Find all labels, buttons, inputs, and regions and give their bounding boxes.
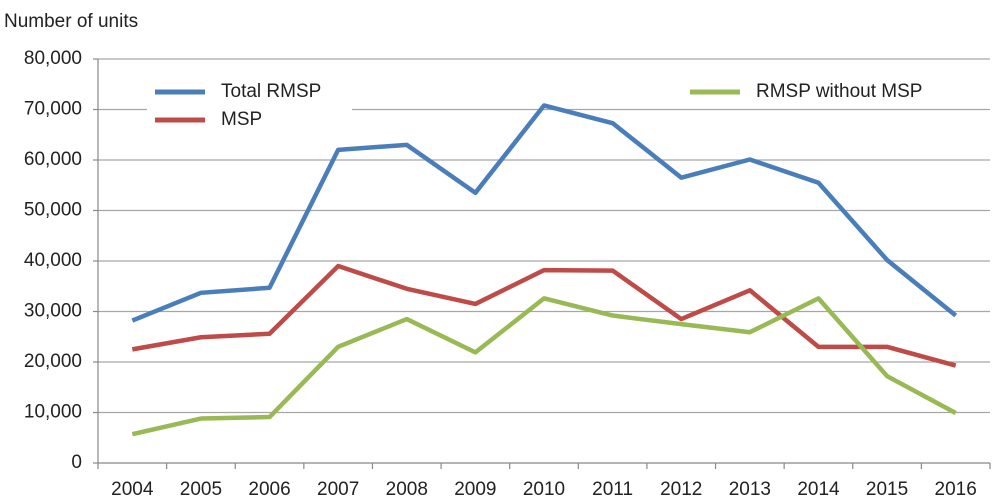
series-line xyxy=(131,296,957,437)
y-tick-label: 30,000 xyxy=(24,301,82,322)
x-tick-label: 2006 xyxy=(248,479,290,500)
series-line xyxy=(131,263,957,368)
x-tick-label: 2016 xyxy=(935,479,977,500)
x-tick-label: 2004 xyxy=(111,479,154,500)
x-tick-label: 2008 xyxy=(386,479,428,500)
legend-label: Total RMSP xyxy=(221,81,321,102)
x-tick-label: 2009 xyxy=(454,479,496,500)
y-tick-label: 20,000 xyxy=(24,351,82,372)
x-tick-label: 2005 xyxy=(180,479,222,500)
y-axis-title: Number of units xyxy=(4,11,138,32)
legend-label: RMSP without MSP xyxy=(756,81,922,102)
y-tick-label: 70,000 xyxy=(24,99,82,120)
y-tick-label: 10,000 xyxy=(24,402,82,423)
x-tick-label: 2007 xyxy=(317,479,359,500)
x-tick-label: 2015 xyxy=(866,479,908,500)
y-tick-label: 50,000 xyxy=(24,200,82,221)
y-tick-label: 60,000 xyxy=(24,149,82,170)
y-tick-label: 0 xyxy=(71,452,82,473)
x-tick-label: 2011 xyxy=(592,479,633,500)
legend-label: MSP xyxy=(221,109,262,130)
series-line xyxy=(131,103,958,323)
x-tick-label: 2010 xyxy=(523,479,565,500)
y-tick-label: 40,000 xyxy=(24,250,82,271)
x-tick-label: 2013 xyxy=(729,479,771,500)
x-tick-label: 2014 xyxy=(797,479,840,500)
y-tick-label: 80,000 xyxy=(24,48,82,69)
x-tick-label: 2012 xyxy=(660,479,702,500)
